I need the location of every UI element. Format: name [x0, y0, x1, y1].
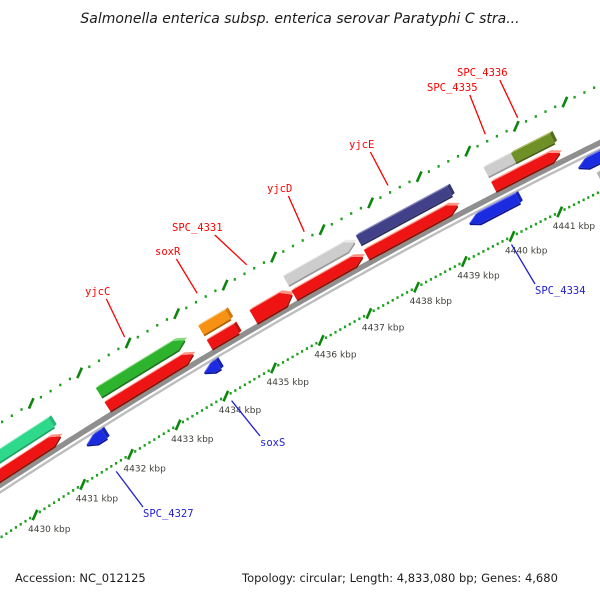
leader-line-yjcE: [369, 151, 389, 186]
gene-label-soxS[interactable]: soxS: [260, 437, 285, 449]
gene-soxS[interactable]: [204, 357, 224, 375]
gene-SPC_4327[interactable]: [86, 426, 110, 447]
leader-line-soxS: [231, 400, 261, 437]
gene-label-yjcC[interactable]: yjcC: [85, 286, 110, 298]
leader-line-SPC_4327: [115, 471, 144, 508]
gene-annotations: yjcC soxR SPC_4331 yjcD yjcE SPC_4335 SPC_4336…: [85, 67, 586, 520]
gene-yjcE[interactable]: [355, 183, 460, 261]
leader-line-SPC_4331: [214, 234, 248, 266]
gene-label-SPC_4327[interactable]: SPC_4327: [143, 508, 194, 520]
gene-label-SPC_4335[interactable]: SPC_4335: [427, 82, 478, 94]
kbp-label: 4438 kbp: [410, 297, 453, 307]
gene-label-SPC_4331[interactable]: SPC_4331: [172, 222, 223, 234]
gene-glyphs: [0, 130, 600, 498]
leader-line-SPC_4335: [469, 94, 486, 135]
kbp-label: 4431 kbp: [76, 494, 119, 504]
kbp-label: 4436 kbp: [314, 350, 357, 360]
kbp-label: 4435 kbp: [267, 378, 310, 388]
lower-ruler-ticks: [0, 191, 599, 539]
leader-line-soxR: [175, 258, 198, 294]
kbp-label: 4432 kbp: [123, 464, 166, 474]
kbp-label: 4437 kbp: [362, 324, 405, 334]
gene-label-SPC_4334[interactable]: SPC_4334: [535, 285, 586, 297]
gene-label-yjcD[interactable]: yjcD: [267, 183, 292, 195]
kbp-label: 4433 kbp: [171, 435, 214, 445]
kbp-label: 4441 kbp: [553, 222, 596, 232]
kbp-label: 4440 kbp: [505, 246, 548, 256]
gene-cds-corner-gray[interactable]: [596, 155, 600, 184]
gene-label-SPC_4336[interactable]: SPC_4336: [457, 67, 508, 79]
gene-yjcD[interactable]: [283, 239, 366, 302]
gene-SPC_4331[interactable]: [249, 290, 295, 325]
gene-label-yjcE[interactable]: yjcE: [349, 139, 374, 151]
map-title: Salmonella enterica subsp. enterica sero…: [80, 11, 520, 27]
status-topology: Topology: circular; Length: 4,833,080 bp…: [242, 571, 558, 585]
kbp-label: 4430 kbp: [28, 525, 71, 535]
status-accession: Accession: NC_012125: [15, 571, 146, 585]
kbp-label: 4439 kbp: [457, 272, 500, 282]
upper-ruler-ticks: [1, 86, 596, 424]
leader-line-SPC_4334: [510, 244, 536, 285]
gene-label-soxR[interactable]: soxR: [155, 246, 181, 258]
gene-SPC_4336[interactable]: [511, 130, 563, 179]
gene-SPC_4335[interactable]: [483, 150, 527, 193]
gene-SPC_4334[interactable]: [469, 191, 523, 226]
leader-line-SPC_4336: [499, 79, 519, 119]
leader-line-yjcD: [287, 195, 305, 232]
leader-line-yjcC: [105, 298, 126, 338]
gene-yjcC[interactable]: [95, 337, 196, 413]
gene-cds-corner-blue[interactable]: [578, 140, 600, 170]
genome-backbone: [0, 139, 600, 494]
gene-soxR[interactable]: [198, 307, 242, 351]
gene-cds-left[interactable]: [0, 415, 63, 498]
